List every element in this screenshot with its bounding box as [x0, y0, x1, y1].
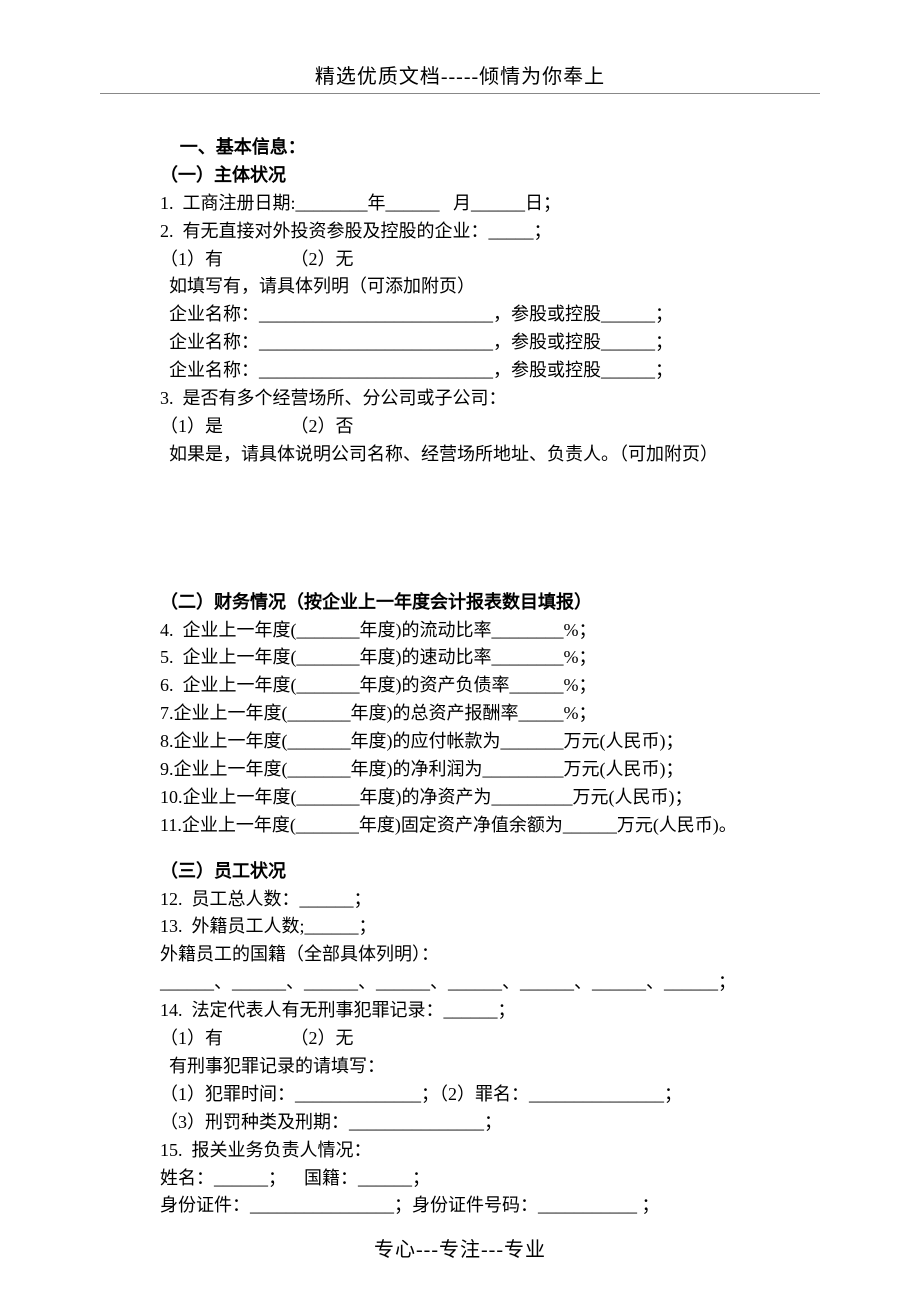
section-1-title: 一、基本信息：: [160, 134, 760, 162]
section-gap: [160, 469, 760, 589]
q8: 8.企业上一年度(_______年度)的应付帐款为_______万元(人民币)；: [160, 728, 760, 756]
q6: 6. 企业上一年度(_______年度)的资产负债率______%；: [160, 672, 760, 700]
q14-crime-time: （1）犯罪时间：______________；（2）罪名：___________…: [160, 1081, 760, 1109]
sub3-title: （三）员工状况: [160, 858, 760, 886]
q15-id: 身份证件：________________；身份证件号码：___________…: [160, 1192, 760, 1220]
q7: 7.企业上一年度(_______年度)的总资产报酬率_____%；: [160, 700, 760, 728]
q3-note: 如果是，请具体说明公司名称、经营场所地址、负责人。（可加附页）: [160, 441, 760, 469]
q2-enterprise-2: 企业名称：__________________________，参股或控股___…: [160, 329, 760, 357]
q15: 15. 报关业务负责人情况：: [160, 1137, 760, 1165]
q14-penalty: （3）刑罚种类及刑期：_______________；: [160, 1109, 760, 1137]
page-header: 精选优质文档-----倾情为你奉上: [160, 60, 760, 89]
sub2-title: （二）财务情况（按企业上一年度会计报表数目填报）: [160, 589, 760, 617]
q2-options: （1）有 （2）无: [160, 246, 760, 274]
q13: 13. 外籍员工人数;______；: [160, 913, 760, 941]
q5: 5. 企业上一年度(_______年度)的速动比率________%；: [160, 644, 760, 672]
blank-line: [160, 840, 760, 858]
q3-options: （1）是 （2）否: [160, 413, 760, 441]
q9: 9.企业上一年度(_______年度)的净利润为_________万元(人民币)…: [160, 756, 760, 784]
header-rule: [100, 93, 820, 94]
q12: 12. 员工总人数：______；: [160, 886, 760, 914]
q2-note: 如填写有，请具体列明（可添加附页）: [160, 273, 760, 301]
sub1-title: （一）主体状况: [160, 162, 760, 190]
page-container: 精选优质文档-----倾情为你奉上 一、基本信息： （一）主体状况 1. 工商注…: [0, 0, 920, 1260]
q2: 2. 有无直接对外投资参股及控股的企业：_____；: [160, 218, 760, 246]
q2-enterprise-3: 企业名称：__________________________，参股或控股___…: [160, 357, 760, 385]
q14: 14. 法定代表人有无刑事犯罪记录：______；: [160, 997, 760, 1025]
q13-nationalities-label: 外籍员工的国籍（全部具体列明）：: [160, 941, 760, 969]
q1: 1. 工商注册日期:________年______ 月______日；: [160, 190, 760, 218]
q14-note: 有刑事犯罪记录的请填写：: [160, 1053, 760, 1081]
q2-enterprise-1: 企业名称：__________________________，参股或控股___…: [160, 301, 760, 329]
q13-nationalities-blanks: ______、______、______、______、______、_____…: [160, 969, 760, 997]
q3: 3. 是否有多个经营场所、分公司或子公司：: [160, 385, 760, 413]
q10: 10.企业上一年度(_______年度)的净资产为_________万元(人民币…: [160, 784, 760, 812]
q15-name-nationality: 姓名：______； 国籍：______；: [160, 1165, 760, 1193]
document-body: 一、基本信息： （一）主体状况 1. 工商注册日期:________年_____…: [160, 134, 760, 1220]
q14-options: （1）有 （2）无: [160, 1025, 760, 1053]
page-footer: 专心---专注---专业: [0, 1233, 920, 1262]
q11: 11.企业上一年度(_______年度)固定资产净值余额为______万元(人民…: [160, 812, 760, 840]
q4: 4. 企业上一年度(_______年度)的流动比率________%；: [160, 617, 760, 645]
